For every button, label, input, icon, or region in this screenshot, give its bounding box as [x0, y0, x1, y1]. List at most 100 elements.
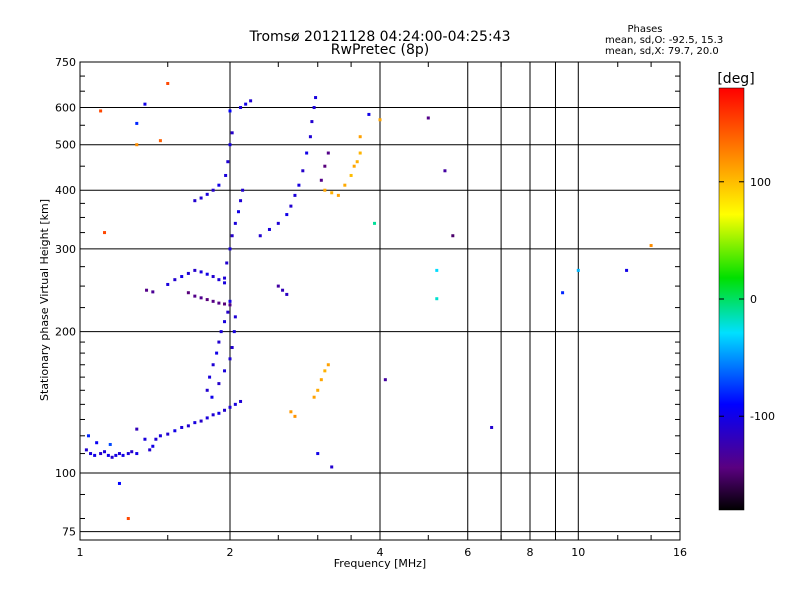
data-point [126, 452, 130, 456]
x-axis-ticks: 1 2 4 6 8 10 16 [77, 62, 687, 559]
data-point [378, 118, 382, 122]
y-tick-label: 750 [55, 56, 76, 69]
data-point [199, 270, 203, 274]
data-point [180, 425, 184, 429]
colorbar-tick-label: -100 [750, 410, 775, 423]
data-point [223, 302, 227, 306]
y-axis-ticks: 75 100 200 300 400 500 600 750 [55, 56, 680, 539]
data-point [193, 199, 197, 203]
x-tick-label: 10 [571, 546, 585, 559]
y-axis-label: Stationary phase Virtual Height [km] [38, 199, 51, 401]
data-point [355, 160, 359, 164]
y-tick-label: 500 [55, 139, 76, 152]
data-point [110, 455, 114, 459]
data-point [106, 453, 110, 457]
data-point [228, 299, 232, 303]
data-point [490, 425, 494, 429]
data-point [135, 452, 139, 456]
data-point [319, 178, 323, 182]
data-point [373, 221, 377, 225]
stats-line-x: mean, sd,X: 79.7, 20.0 [605, 46, 719, 57]
x-tick-label: 8 [527, 546, 534, 559]
data-point [205, 388, 209, 392]
data-point [84, 448, 88, 452]
data-point [219, 330, 223, 334]
plot-frame [79, 61, 681, 541]
data-point [228, 303, 232, 307]
data-point [135, 143, 139, 147]
data-point [223, 281, 227, 285]
data-point [151, 290, 155, 294]
data-point [233, 402, 237, 406]
data-point [199, 296, 203, 300]
x-tick-label: 6 [464, 546, 471, 559]
data-point [561, 291, 565, 295]
data-point [276, 284, 280, 288]
data-point [186, 271, 190, 275]
data-point [193, 268, 197, 272]
data-point [199, 196, 203, 200]
colorbar-label: [deg] [717, 71, 754, 87]
x-tick-label: 1 [77, 546, 84, 559]
data-point [330, 191, 334, 195]
data-point [103, 450, 107, 454]
data-point [158, 139, 162, 143]
colorbar-tick-label: 0 [750, 293, 757, 306]
chart-title: Tromsø 20121128 04:24:00-04:25:43 [249, 29, 511, 45]
data-point [289, 410, 293, 414]
data-point [244, 102, 248, 106]
stats-line-o: mean, sd,O: -92.5, 15.3 [605, 35, 723, 46]
data-point [186, 291, 190, 295]
data-point [205, 272, 209, 276]
data-point [230, 346, 234, 350]
data-point [230, 234, 234, 238]
data-point [215, 351, 219, 355]
data-point [223, 276, 227, 280]
data-point [225, 261, 229, 265]
data-point [367, 112, 371, 116]
data-point [228, 247, 232, 251]
data-point [228, 357, 232, 361]
data-point [103, 231, 107, 235]
data-point [166, 282, 170, 286]
stats-heading: Phases [627, 24, 662, 35]
data-point [316, 388, 320, 392]
data-point [267, 227, 271, 231]
data-point [193, 421, 197, 425]
x-axis-label: Frequency [MHz] [334, 557, 426, 570]
data-point [217, 301, 221, 305]
data-point [148, 448, 152, 452]
data-point [312, 395, 316, 399]
data-point [86, 434, 90, 438]
data-point [233, 315, 237, 319]
data-point [166, 432, 170, 436]
data-point [249, 99, 253, 103]
data-point [323, 188, 327, 192]
data-point [208, 375, 212, 379]
data-point [576, 268, 580, 272]
data-point [319, 378, 323, 382]
data-point [326, 151, 330, 155]
data-point [276, 221, 280, 225]
data-point [310, 120, 314, 124]
data-point [211, 188, 215, 192]
data-point [121, 453, 125, 457]
data-point [205, 192, 209, 196]
data-point [217, 278, 221, 282]
data-point [117, 481, 121, 485]
data-point [358, 135, 362, 139]
data-point [117, 452, 121, 456]
data-point [239, 199, 243, 203]
data-point [145, 288, 149, 292]
data-point [173, 278, 177, 282]
y-tick-label: 400 [55, 184, 76, 197]
data-point [435, 297, 439, 301]
data-point [312, 106, 316, 110]
data-point [305, 151, 309, 155]
data-point [93, 453, 97, 457]
data-point [289, 204, 293, 208]
data-point [211, 299, 215, 303]
data-point [343, 183, 347, 187]
data-point [383, 378, 387, 382]
data-point [625, 268, 629, 272]
